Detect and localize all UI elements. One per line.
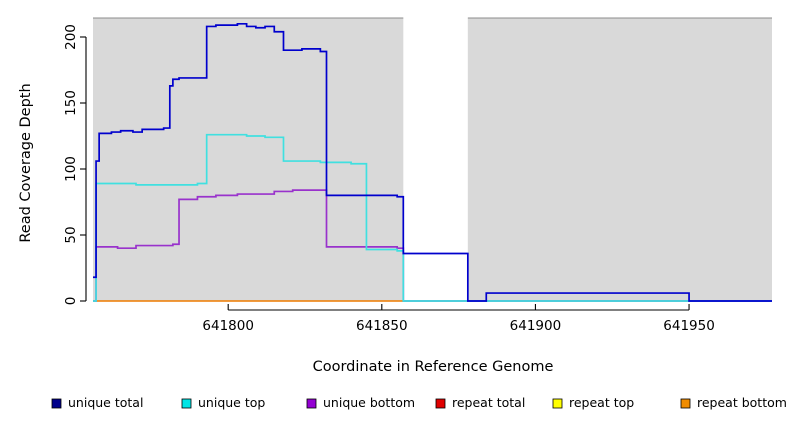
legend-swatch-repeat-bottom bbox=[680, 398, 691, 409]
legend-label-repeat-total: repeat total bbox=[452, 395, 525, 410]
x-tick-label-641900: 641900 bbox=[510, 318, 562, 334]
y-tick-label-150: 150 bbox=[63, 90, 79, 116]
legend-swatch-unique-bottom bbox=[306, 398, 317, 409]
series-unique-total bbox=[93, 22, 772, 302]
x-tick-label-641950: 641950 bbox=[663, 318, 715, 334]
legend-label-unique-total: unique total bbox=[68, 395, 143, 410]
legend-label-repeat-top: repeat top bbox=[569, 395, 634, 410]
data-series-group bbox=[93, 22, 772, 302]
shaded-region-1 bbox=[467, 18, 772, 301]
series-unique-bottom bbox=[93, 189, 772, 302]
legend-swatch-repeat-top bbox=[552, 398, 563, 409]
x-tick-label-641850: 641850 bbox=[356, 318, 408, 334]
shaded-regions bbox=[93, 17, 772, 301]
y-tick-label-0: 0 bbox=[63, 297, 79, 306]
shaded-region-0 bbox=[93, 18, 404, 301]
x-axis-title: Coordinate in Reference Genome bbox=[313, 359, 554, 375]
y-tick-label-50: 50 bbox=[63, 226, 79, 243]
x-tick-label-641800: 641800 bbox=[202, 318, 254, 334]
series-unique-top bbox=[93, 133, 772, 302]
x-axis: 641800 641850 641900 641950 bbox=[202, 304, 715, 334]
y-tick-label-100: 100 bbox=[63, 156, 79, 182]
chart-legend: unique total unique top unique bottom repea… bbox=[51, 395, 787, 410]
legend-swatch-unique-total bbox=[51, 398, 62, 409]
legend-label-repeat-bottom: repeat bottom bbox=[697, 395, 787, 410]
legend-swatch-repeat-total bbox=[435, 398, 446, 409]
legend-label-unique-bottom: unique bottom bbox=[323, 395, 415, 410]
y-tick-label-200: 200 bbox=[63, 24, 79, 50]
legend-label-unique-top: unique top bbox=[198, 395, 265, 410]
y-axis: 0 50 100 150 200 bbox=[63, 24, 87, 306]
y-axis-title: Read Coverage Depth bbox=[18, 83, 34, 242]
legend-swatch-unique-top bbox=[181, 398, 192, 409]
